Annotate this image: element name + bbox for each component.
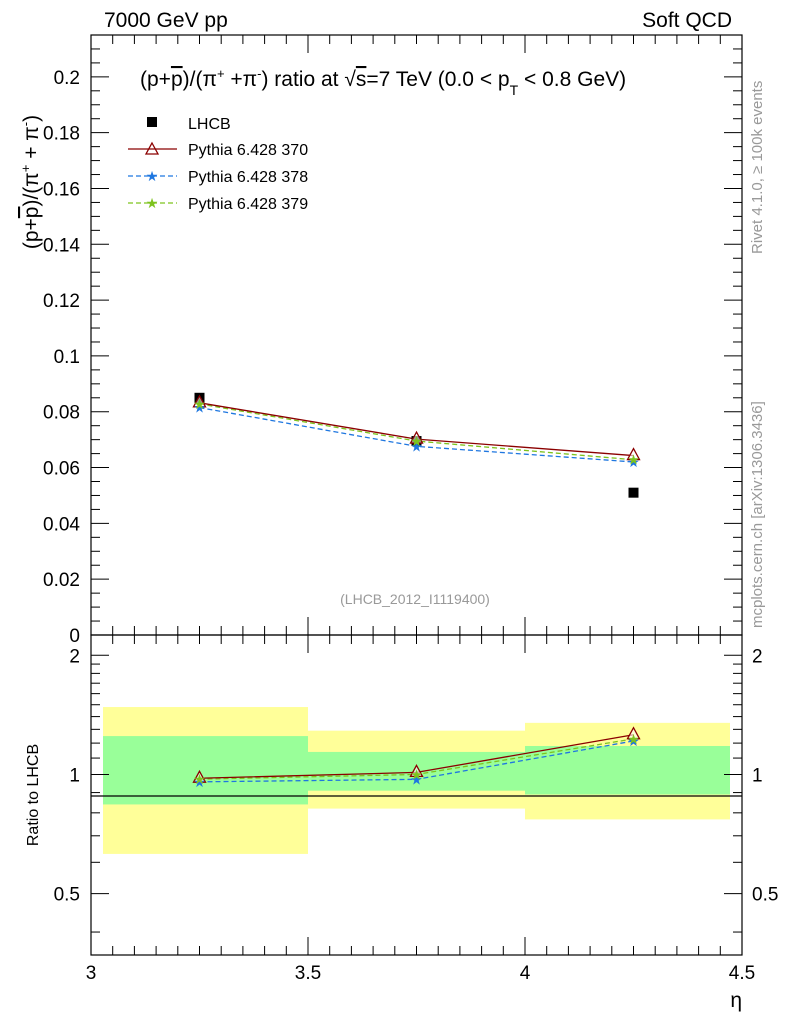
legend-label-378: Pythia 6.428 378 (188, 169, 308, 186)
header-left: 7000 GeV pp (104, 9, 228, 32)
ratio-panel: 0.5 0.5 1 1 2 2 3 3.5 4 4.5 ★ ★★★ ★★ Ratio to LHCB… (25, 634, 778, 1012)
y-tick-label: 0.16 (43, 179, 80, 200)
ratio-series-marker (626, 726, 641, 740)
x-axis-label: η (730, 989, 742, 1012)
y-tick-label: 0.08 (43, 403, 80, 424)
x-tick-label: 4 (520, 963, 531, 984)
ratio-series-marker (192, 769, 207, 783)
ratio-tick-label-right: 1 (752, 765, 763, 786)
series-line (199, 406, 634, 463)
ratio-series-marker: ★ (193, 774, 206, 790)
rivet-label: Rivet 4.1.0, ≥ 100k events (749, 81, 766, 254)
series-marker: ★ (410, 433, 423, 449)
y-tick-label: 0.18 (43, 124, 80, 145)
legend-data-label: LHCB (188, 116, 231, 133)
ratio-tick-label: 1 (69, 765, 80, 786)
ratio-series-marker: ★ (193, 771, 206, 787)
main-markers: ★★★★★★ (192, 392, 641, 498)
y-tick-label: 0.2 (54, 68, 80, 89)
uncertainty-band-inner (103, 736, 308, 805)
series-marker (626, 447, 641, 461)
plot-title: (p+p)/(π+ +π-) ratio at √s=7 TeV (0.0 < … (140, 66, 626, 98)
y-tick-label: 0 (69, 626, 80, 647)
header-right: Soft QCD (642, 9, 732, 32)
x-tick-label: 3.5 (295, 963, 321, 984)
y-tick-label: 0.1 (54, 347, 80, 368)
ratio-tick-label: 2 (69, 646, 80, 667)
ratio-tick-label-right: 2 (752, 646, 763, 667)
main-y-ticks: 0 0.02 0.04 0.06 0.08 0.1 0.12 0.14 0.16 0.18 0.2 (43, 34, 742, 647)
data-point-lhcb (628, 487, 639, 498)
series-marker: ★ (627, 454, 640, 470)
y-tick-label: 0.12 (43, 291, 80, 312)
uncertainty-band-inner (525, 745, 730, 795)
legend: LHCB Pythia 6.428 370 ★ Pythia 6.428 378… (128, 116, 308, 213)
legend-marker-379: ★ (146, 195, 159, 211)
ratio-series-marker: ★ (410, 771, 423, 787)
x-tick-label: 3 (86, 963, 97, 984)
legend-data-marker (147, 117, 157, 127)
series-marker: ★ (193, 396, 206, 412)
y-tick-label: 0.02 (43, 570, 80, 591)
main-y-label: (p+p)/(π+ + π-) (18, 115, 43, 249)
main-x-ticks (90, 35, 743, 635)
legend-label-370: Pythia 6.428 370 (188, 142, 308, 159)
ratio-series-marker: ★ (627, 731, 640, 747)
series-marker: ★ (627, 452, 640, 468)
ratio-tick-label-right: 0.5 (752, 885, 778, 906)
mcplots-label: mcplots.cern.ch [arXiv:1306.3436] (749, 401, 766, 628)
ratio-series-line (199, 740, 634, 783)
series-marker (192, 394, 207, 408)
series-marker (409, 430, 424, 444)
ratio-markers: ★ ★★★ ★★ (192, 726, 641, 790)
series-marker: ★ (410, 438, 423, 454)
ratio-tick-label: 0.5 (54, 885, 80, 906)
y-tick-label: 0.04 (43, 514, 80, 535)
analysis-watermark: (LHCB_2012_I1119400) (340, 591, 490, 607)
ratio-y-label: Ratio to LHCB (25, 744, 42, 846)
series-marker: ★ (193, 400, 206, 416)
legend-marker-370 (144, 141, 160, 155)
x-tick-label: 4.5 (729, 963, 755, 984)
ratio-series-marker: ★ (627, 733, 640, 749)
ratio-y-ticks: 0.5 0.5 1 1 2 2 (54, 646, 778, 933)
y-tick-label: 0.14 (43, 235, 80, 256)
legend-marker-378: ★ (146, 168, 159, 184)
y-tick-label: 0.06 (43, 459, 80, 480)
legend-label-379: Pythia 6.428 379 (188, 196, 308, 213)
ratio-series-marker (409, 764, 424, 778)
ratio-x-ticks: 3 3.5 4 4.5 (86, 635, 755, 984)
ratio-series-marker: ★ (410, 766, 423, 782)
main-panel: 00.020.040.060.080.10.120.140.160.180.2 … (18, 34, 743, 647)
